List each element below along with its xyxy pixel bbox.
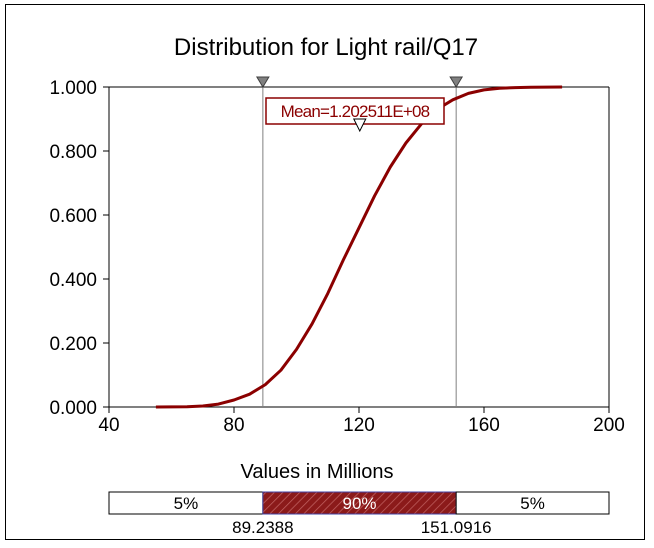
lower-marker-icon [255, 76, 270, 88]
x-tick-label: 160 [468, 415, 500, 436]
x-axis-label: Values in Millions [240, 461, 393, 483]
cumulative-curve [155, 85, 563, 409]
chart-frame: Distribution for Light rail/Q17 0.000 0.2… [5, 4, 645, 540]
upper-marker-icon [449, 76, 464, 88]
chart-title: Distribution for Light rail/Q17 [174, 34, 478, 61]
y-tick-label: 1.000 [49, 78, 97, 99]
x-tick-label: 200 [593, 415, 625, 436]
chart-svg: Distribution for Light rail/Q17 0.000 0.2… [49, 34, 625, 537]
prob-left-label: 5% [174, 494, 199, 513]
x-tick-label: 120 [343, 415, 375, 436]
y-tick-label: 0.200 [49, 334, 97, 355]
x-tick-label: 40 [98, 415, 119, 436]
upper-value-label: 151.0916 [421, 518, 492, 537]
prob-middle-label: 90% [343, 494, 377, 513]
lower-value-label: 89.2388 [232, 518, 293, 537]
mean-marker-icon [352, 118, 367, 133]
y-tick-label: 0.400 [49, 270, 97, 291]
y-tick-label: 0.800 [49, 142, 97, 163]
mean-label: Mean=1.202511E+08 [281, 102, 430, 121]
y-tick-label: 0.000 [49, 398, 97, 419]
y-tick-label: 0.600 [49, 206, 97, 227]
x-tick-label: 80 [223, 415, 244, 436]
prob-bar-right [455, 491, 610, 515]
prob-right-label: 5% [520, 494, 545, 513]
